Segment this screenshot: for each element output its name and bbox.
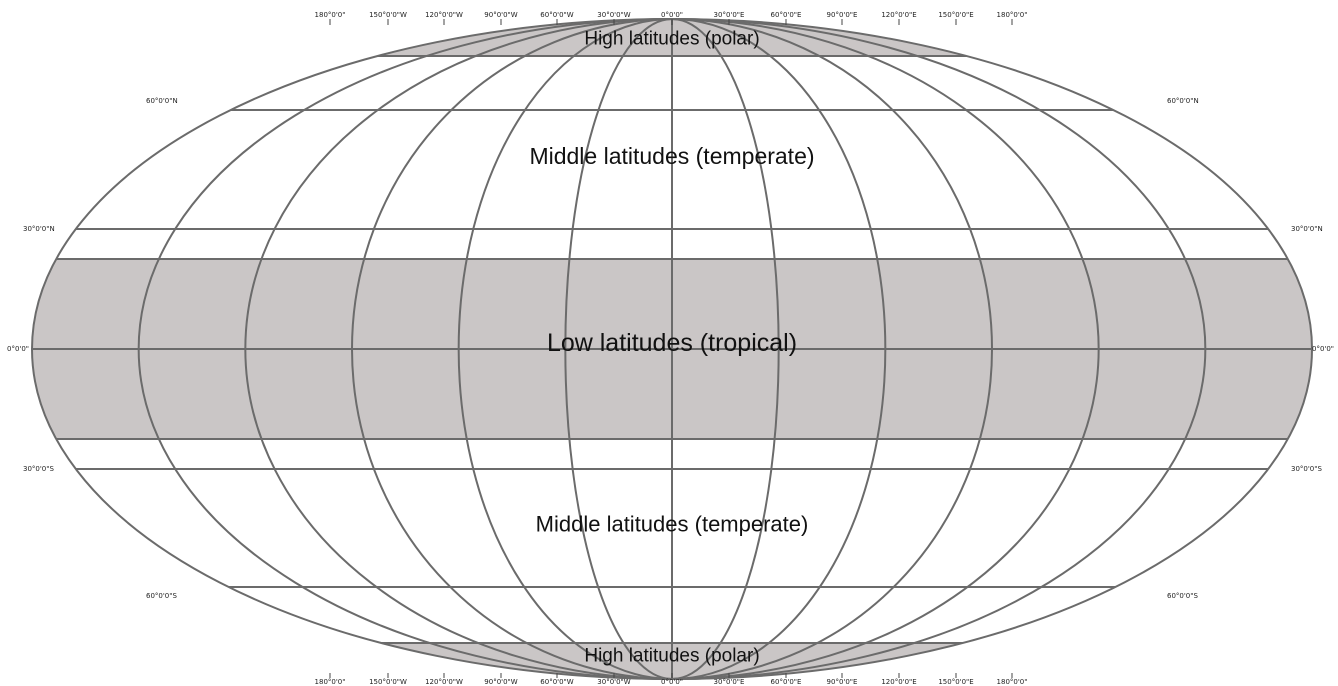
parallel-label-right: 60°0'0"S — [1167, 592, 1198, 600]
meridian-label-top: 90°0'0"E — [827, 11, 858, 19]
meridian-label-bottom: 180°0'0" — [315, 678, 346, 686]
parallel-label-right: 60°0'0"N — [1167, 97, 1199, 105]
parallel-label-left: 60°0'0"N — [146, 97, 178, 105]
meridian-label-top: 150°0'0"W — [369, 11, 407, 19]
meridian-label-top: 60°0'0"E — [771, 11, 802, 19]
meridian-line — [457, 18, 673, 680]
meridians — [137, 18, 1207, 680]
zone-label-polar-south: High latitudes (polar) — [584, 646, 759, 667]
meridian-label-bottom: 90°0'0"E — [827, 678, 858, 686]
meridian-label-top: 150°0'0"E — [938, 11, 973, 19]
meridian-line — [671, 18, 1207, 680]
meridian-label-bottom: 150°0'0"E — [938, 678, 973, 686]
parallel-label-left: 30°0'0"S — [23, 465, 54, 473]
meridian-line — [564, 18, 673, 680]
coordinate-labels: 180°0'0" 150°0'0"W 120°0'0"W 90°0'0"W 60°0'0… — [7, 11, 1334, 686]
meridian-label-bottom: 120°0'0"E — [881, 678, 916, 686]
meridian-label-top: 30°0'0"W — [597, 11, 630, 19]
meridian-label-top: 120°0'0"E — [881, 11, 916, 19]
meridian-label-top: 90°0'0"W — [484, 11, 517, 19]
meridian-line — [671, 18, 887, 680]
parallel-label-left: 30°0'0"N — [23, 225, 55, 233]
meridian-line — [671, 18, 780, 680]
meridian-line — [351, 18, 673, 680]
meridian-label-bottom: 180°0'0" — [997, 678, 1028, 686]
meridian-line — [137, 18, 673, 680]
meridian-label-bottom: 30°0'0"E — [714, 678, 745, 686]
meridian-label-bottom: 60°0'0"W — [540, 678, 573, 686]
meridian-label-top: 180°0'0" — [315, 11, 346, 19]
zone-labels: High latitudes (polar) Middle latitudes (… — [529, 29, 814, 667]
meridian-label-top: 180°0'0" — [997, 11, 1028, 19]
zone-label-tropical: Low latitudes (tropical) — [547, 329, 797, 357]
meridian-label-bottom: 0°0'0" — [661, 678, 683, 686]
meridian-line — [671, 18, 1100, 680]
meridian-label-bottom: 30°0'0"W — [597, 678, 630, 686]
meridian-label-top: 60°0'0"W — [540, 11, 573, 19]
meridian-label-top: 0°0'0" — [661, 11, 683, 19]
parallel-label-right: 30°0'0"N — [1291, 225, 1323, 233]
meridian-line — [671, 18, 993, 680]
parallel-label-right: 30°0'0"S — [1291, 465, 1322, 473]
parallel-label-left: 0°0'0" — [7, 345, 29, 353]
zone-label-temperate-south: Middle latitudes (temperate) — [536, 512, 809, 537]
zone-label-polar-north: High latitudes (polar) — [584, 29, 759, 50]
meridian-label-bottom: 60°0'0"E — [771, 678, 802, 686]
parallel-label-right: 0°0'0" — [1312, 345, 1334, 353]
meridian-label-bottom: 120°0'0"W — [425, 678, 463, 686]
parallel-label-left: 60°0'0"S — [146, 592, 177, 600]
meridian-line — [244, 18, 673, 680]
meridian-label-bottom: 90°0'0"W — [484, 678, 517, 686]
meridian-label-top: 30°0'0"E — [714, 11, 745, 19]
meridian-label-top: 120°0'0"W — [425, 11, 463, 19]
zone-label-temperate-north: Middle latitudes (temperate) — [529, 143, 814, 169]
meridian-label-bottom: 150°0'0"W — [369, 678, 407, 686]
